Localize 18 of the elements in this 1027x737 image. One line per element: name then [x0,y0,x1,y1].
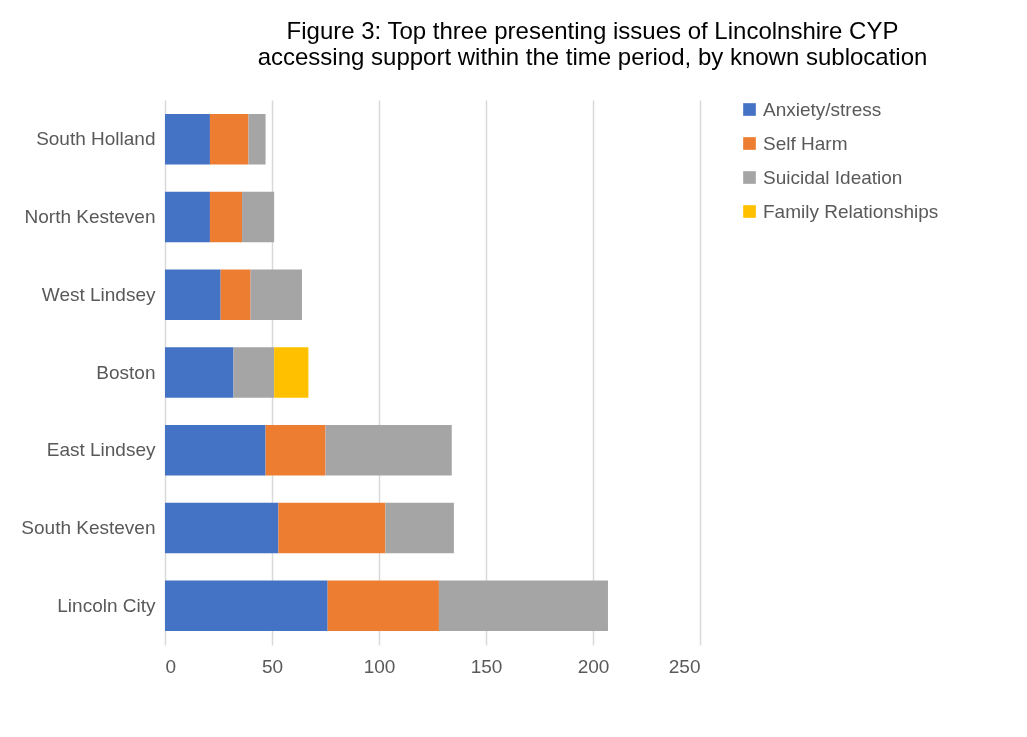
y-tick-label: North Kesteven [24,206,156,228]
y-tick-label: South Holland [36,128,156,150]
legend-label: Anxiety/stress [763,98,882,120]
y-tick-label: South Kesteven [21,516,156,538]
y-tick-label: East Lindsey [46,439,156,461]
y-tick-label: Boston [96,361,156,383]
legend-label: Family Relationships [763,200,939,222]
chart-title: Figure 3: Top three presenting issues of Lincolnshire CYP accessing support within the time period, by known sublocation [257,17,928,70]
legend-label: Suicidal Ideation [763,166,903,188]
x-tick-label: 200 [577,655,610,677]
x-tick-label: 100 [363,655,396,677]
legend-label: Self Harm [763,132,848,154]
y-tick-label: Lincoln City [57,594,156,616]
x-tick-label: 0 [165,655,177,677]
y-tick-label: West Lindsey [41,283,156,305]
x-tick-label: 50 [261,655,284,677]
x-tick-label: 250 [668,655,701,677]
x-tick-label: 150 [470,655,503,677]
